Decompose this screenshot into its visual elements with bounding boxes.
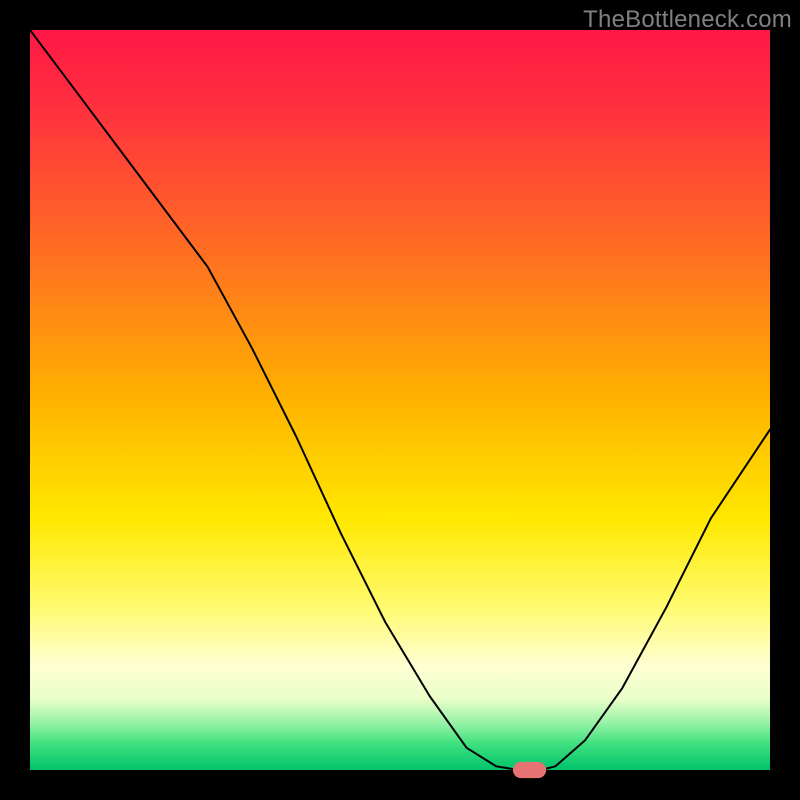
plot-svg [30,30,770,770]
bottleneck-curve-line [30,30,770,770]
chart-root: TheBottleneck.com [0,0,800,800]
plot-area [30,30,770,770]
watermark-text: TheBottleneck.com [583,6,792,34]
optimal-marker [513,762,546,778]
